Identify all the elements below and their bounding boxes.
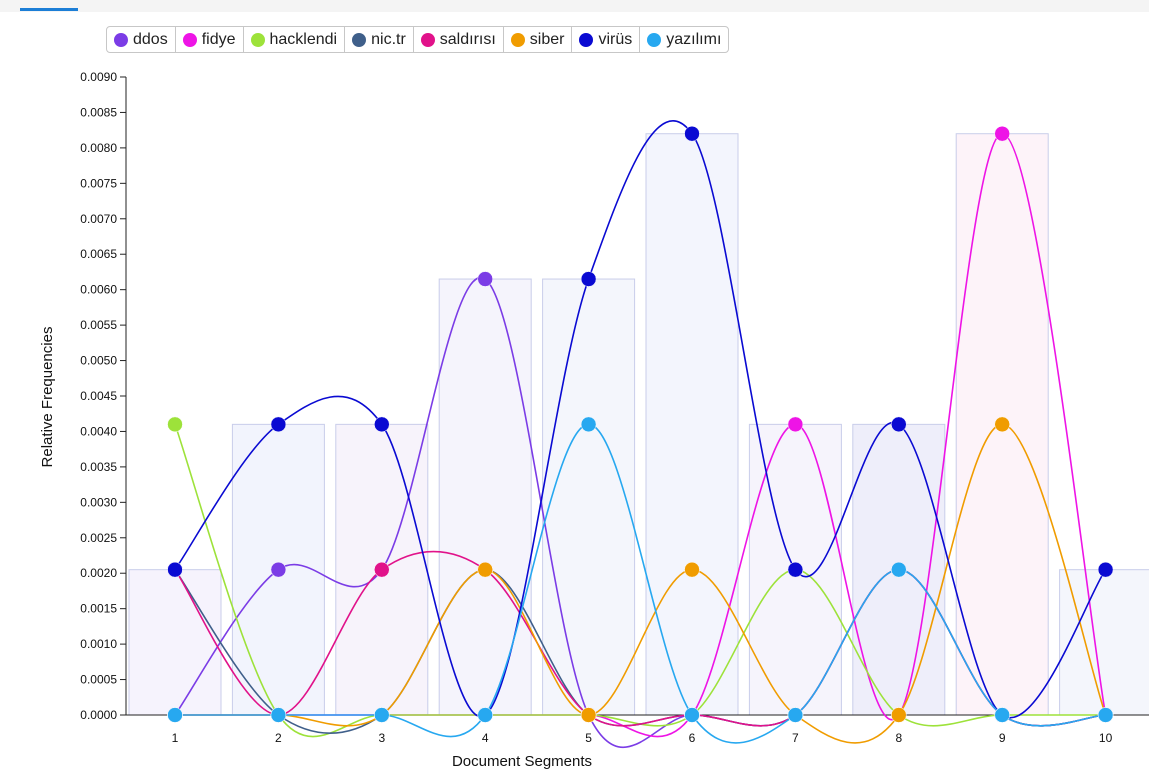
data-point-yazılımı[interactable]: [167, 707, 183, 723]
data-point-yazılımı[interactable]: [994, 707, 1010, 723]
data-point-siber[interactable]: [684, 561, 700, 578]
segment-bar[interactable]: [542, 278, 636, 716]
legend-item[interactable]: ddos: [107, 27, 175, 52]
y-tick-label: 0.0000: [80, 708, 117, 722]
x-tick-label: 5: [585, 731, 592, 745]
y-tick-label: 0.0060: [80, 283, 117, 297]
y-tick-label: 0.0025: [80, 531, 117, 545]
segment-bar[interactable]: [1059, 569, 1149, 716]
data-point-saldırısı[interactable]: [374, 561, 390, 578]
legend-item[interactable]: yazılımı: [639, 27, 728, 52]
legend-item[interactable]: nic.tr: [344, 27, 413, 52]
y-tick-label: 0.0035: [80, 460, 117, 474]
data-point-siber[interactable]: [891, 707, 907, 723]
x-tick-label: 2: [275, 731, 282, 745]
data-point-yazılımı[interactable]: [580, 416, 597, 433]
x-tick-label: 9: [999, 731, 1006, 745]
y-tick-label: 0.0065: [80, 247, 117, 261]
segment-bar[interactable]: [128, 569, 222, 716]
y-tick-label: 0.0055: [80, 318, 117, 332]
legend-label: ddos: [133, 30, 168, 48]
data-point-yazılımı[interactable]: [684, 707, 700, 723]
data-point-virüs[interactable]: [891, 416, 907, 433]
data-point-virüs[interactable]: [787, 561, 804, 578]
legend-item[interactable]: virüs: [571, 27, 639, 52]
legend-label: saldırısı: [439, 30, 496, 48]
data-point-fidye[interactable]: [787, 416, 804, 433]
legend-swatch: [250, 32, 265, 47]
legend-item[interactable]: siber: [502, 27, 572, 52]
y-tick-label: 0.0080: [80, 141, 117, 155]
x-tick-label: 7: [792, 731, 799, 745]
data-point-siber[interactable]: [477, 561, 493, 578]
legend-swatch: [579, 32, 594, 47]
data-point-ddos[interactable]: [270, 561, 287, 578]
y-tick-label: 0.0075: [80, 176, 117, 190]
data-point-yazılımı[interactable]: [477, 707, 493, 723]
y-tick-label: 0.0020: [80, 566, 117, 580]
y-tick-label: 0.0030: [80, 495, 117, 509]
data-point-yazılımı[interactable]: [787, 707, 804, 723]
y-tick-label: 0.0085: [80, 105, 117, 119]
data-point-yazılımı[interactable]: [374, 707, 390, 723]
data-point-virüs[interactable]: [580, 271, 597, 287]
y-tick-label: 0.0090: [80, 70, 117, 84]
legend-item[interactable]: saldırısı: [412, 27, 503, 52]
series-line-yazılımı: [175, 423, 1106, 744]
x-tick-label: 6: [689, 731, 696, 745]
y-axis-title: Relative Frequencies: [39, 327, 56, 468]
y-tick-label: 0.0015: [80, 602, 117, 616]
data-point-virüs[interactable]: [167, 561, 183, 578]
legend-label: yazılımı: [666, 30, 722, 48]
x-tick-label: 1: [172, 731, 179, 745]
y-tick-label: 0.0070: [80, 212, 117, 226]
x-tick-label: 10: [1099, 731, 1113, 745]
legend-label: nic.tr: [371, 30, 406, 48]
data-point-yazılımı[interactable]: [891, 561, 907, 578]
legend-swatch: [352, 32, 367, 47]
x-tick-label: 8: [895, 731, 902, 745]
top-strip: [0, 0, 1149, 12]
data-point-hacklendi[interactable]: [167, 416, 183, 433]
segment-bar[interactable]: [438, 278, 532, 716]
legend-swatch: [420, 32, 435, 47]
legend-swatch: [182, 32, 197, 47]
legend-swatch: [114, 32, 128, 47]
data-point-ddos[interactable]: [477, 271, 493, 287]
data-point-virüs[interactable]: [270, 416, 287, 433]
data-point-yazılımı[interactable]: [270, 707, 287, 723]
legend-label: siber: [529, 30, 565, 48]
chart-legend: ddos fidye hacklendi nic.tr saldırısı siber vi…: [106, 26, 730, 53]
legend-label: virüs: [598, 30, 633, 48]
series-line-hacklendi: [174, 424, 1106, 738]
x-tick-label: 3: [378, 731, 385, 745]
segment-bar[interactable]: [645, 133, 739, 716]
data-point-fidye[interactable]: [994, 125, 1010, 142]
legend-swatch: [510, 32, 525, 47]
data-point-siber[interactable]: [994, 416, 1010, 433]
active-tab-indicator[interactable]: [20, 8, 78, 11]
y-tick-label: 0.0045: [80, 389, 117, 403]
y-tick-label: 0.0040: [80, 424, 117, 438]
y-tick-label: 0.0010: [80, 637, 117, 651]
legend-item[interactable]: fidye: [174, 27, 243, 52]
data-point-siber[interactable]: [580, 707, 597, 723]
legend-label: fidye: [201, 30, 236, 48]
legend-item[interactable]: hacklendi: [242, 27, 345, 52]
y-tick-label: 0.0050: [80, 354, 117, 368]
y-tick-label: 0.0005: [80, 673, 117, 687]
data-point-virüs[interactable]: [1097, 561, 1114, 578]
legend-swatch: [647, 32, 662, 47]
data-point-virüs[interactable]: [684, 125, 700, 142]
legend-label: hacklendi: [269, 30, 338, 48]
x-tick-label: 4: [482, 731, 489, 745]
x-axis-title: Document Segments: [452, 753, 592, 770]
data-point-virüs[interactable]: [374, 416, 390, 433]
data-point-yazılımı[interactable]: [1097, 707, 1114, 723]
